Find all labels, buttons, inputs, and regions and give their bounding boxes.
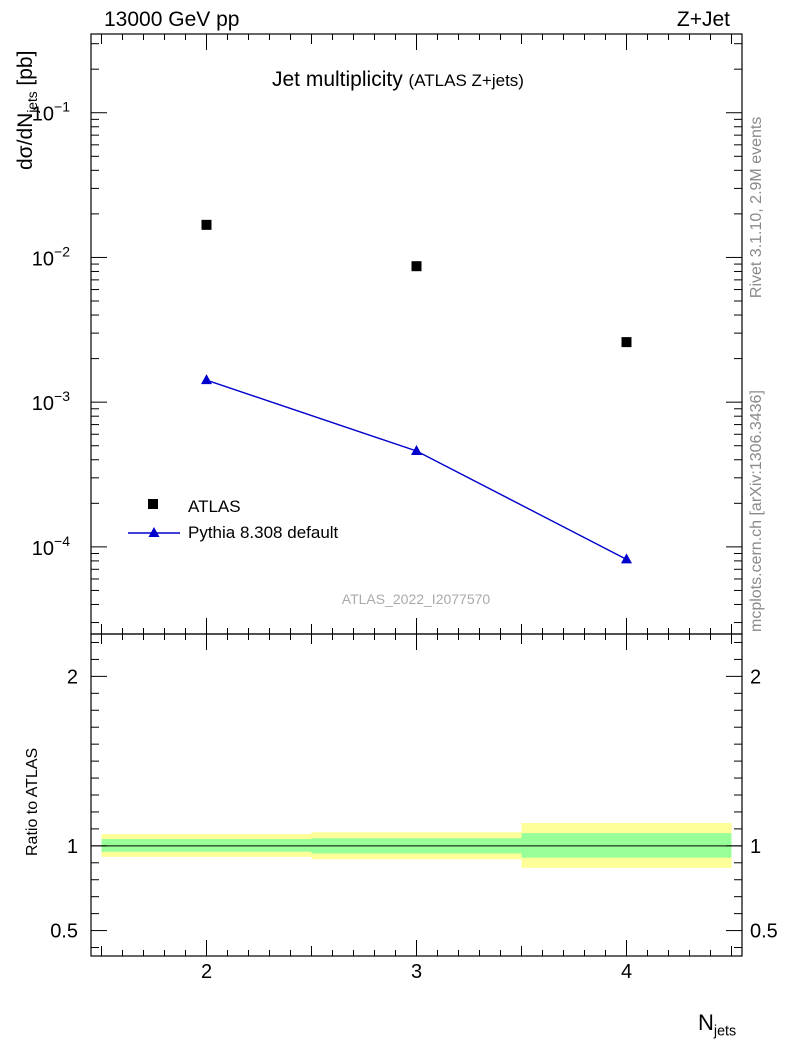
- atlas-point: [411, 261, 422, 272]
- legend: ATLAS Pythia 8.308 default: [128, 497, 339, 542]
- pythia-point: [621, 553, 632, 564]
- x-tick-label: 2: [201, 961, 212, 983]
- ratio-y-tick-label-left: 0.5: [50, 921, 78, 943]
- ratio-y-tick-label-left: 2: [67, 666, 78, 688]
- x-tick-label: 4: [621, 961, 632, 983]
- legend-atlas-label: ATLAS: [188, 497, 241, 516]
- plot-title: Jet multiplicity (ATLAS Z+jets): [272, 68, 524, 92]
- ratio-y-tick-label-right: 0.5: [750, 921, 778, 943]
- y-tick-label: 10−3: [32, 388, 70, 415]
- ratio-panel: 2 3 4 0.5 0.5 1 1 2 2: [50, 633, 778, 983]
- header-left: 13000 GeV pp: [104, 8, 240, 31]
- main-frame: [90, 33, 743, 635]
- y-tick-label: 10−1: [32, 99, 70, 126]
- ratio-y-tick-label-left: 1: [67, 836, 78, 858]
- ratio-frame: [90, 633, 743, 957]
- plot-title-main: Jet multiplicity: [272, 68, 403, 91]
- pythia-point: [411, 444, 422, 455]
- header-right: Z+Jet: [676, 8, 730, 31]
- main-panel: 10−1 10−2 10−3 10−4 ATLAS Pythia 8.308 defaul…: [32, 33, 743, 635]
- ratio-y-tick-label-right: 1: [750, 836, 761, 858]
- atlas-point: [621, 337, 632, 348]
- y-tick-label: 10−4: [32, 533, 70, 560]
- pythia-point: [201, 374, 212, 385]
- x-tick-label: 3: [411, 961, 422, 983]
- atlas-point: [201, 219, 212, 230]
- y-tick-label: 10−2: [32, 243, 70, 270]
- plot-title-sub: (ATLAS Z+jets): [408, 71, 524, 90]
- ratio-y-tick-label-right: 2: [750, 666, 761, 688]
- legend-atlas-marker: [148, 499, 158, 509]
- legend-pythia-label: Pythia 8.308 default: [188, 523, 339, 542]
- legend-pythia-marker: [148, 527, 160, 537]
- watermark: ATLAS_2022_I2077570: [342, 591, 491, 607]
